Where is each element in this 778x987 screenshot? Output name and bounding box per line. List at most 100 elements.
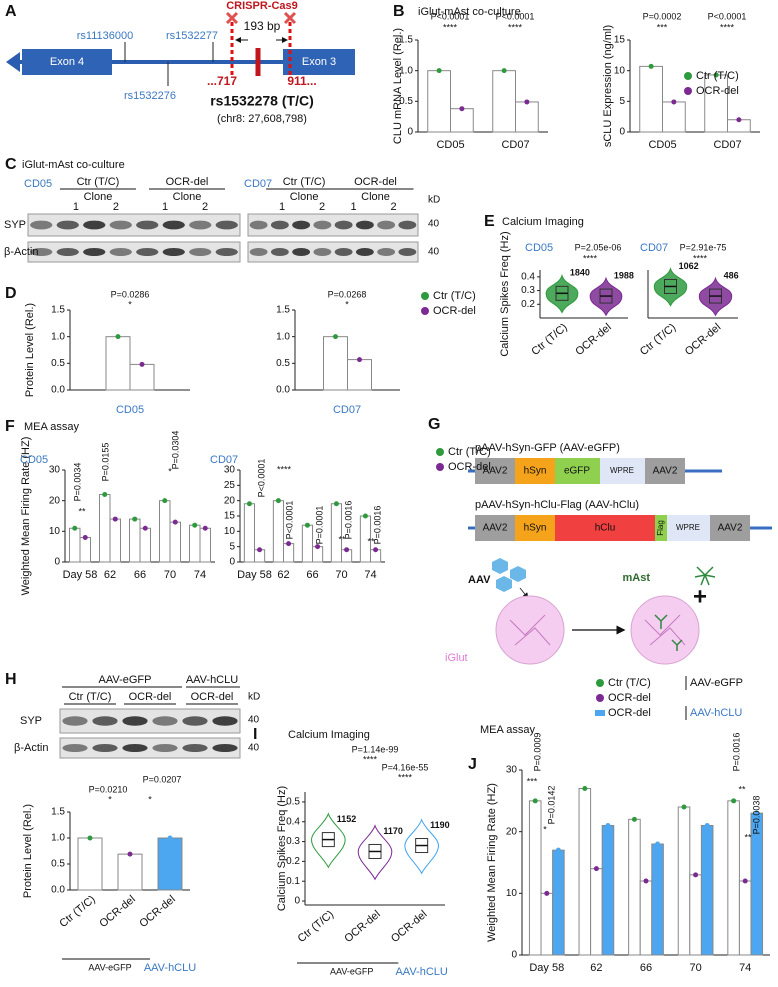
- blot-band: [109, 248, 132, 256]
- virus-icon: [492, 558, 508, 574]
- significance: P=0.0286: [111, 289, 150, 299]
- clone-number: 2: [202, 201, 208, 213]
- blot-band: [30, 220, 53, 230]
- bar: [283, 543, 295, 563]
- y-tick-label: 0: [54, 557, 60, 568]
- blot-band: [292, 220, 311, 230]
- bar: [651, 843, 664, 956]
- clone-number: 2: [319, 201, 325, 213]
- blot-band: [270, 220, 289, 230]
- y-axis-label: Calcium Spikes Freq (Hz): [499, 231, 511, 356]
- part-label: hSyn: [524, 523, 547, 534]
- legend-label: OCR-del: [696, 85, 739, 97]
- snp-label: rs1532276: [124, 90, 176, 102]
- y-axis-label: Protein Level (Rel.): [24, 303, 36, 397]
- legend-marker: [421, 307, 429, 315]
- virus-icon: [496, 576, 512, 592]
- data-dot: [344, 547, 350, 553]
- blot-band: [215, 248, 238, 256]
- significance: P<0.0001: [496, 11, 535, 21]
- gene-arrow: [6, 52, 20, 72]
- group-label: AAV-hCLU: [395, 966, 447, 978]
- significance: P=2.05e-06: [575, 242, 622, 252]
- data-dot: [72, 525, 78, 531]
- bar: [700, 825, 714, 956]
- significance: P=0.0210: [89, 784, 128, 794]
- bar: [272, 500, 285, 563]
- row-label: SYP: [4, 219, 26, 231]
- bar: [552, 849, 565, 956]
- vector-part: [555, 515, 655, 541]
- bar: [689, 874, 702, 956]
- cell-line: CD05: [24, 178, 52, 190]
- y-tick-label: 0: [511, 950, 517, 961]
- count-label: 486: [724, 270, 739, 280]
- blot-band: [313, 248, 332, 256]
- bar: [129, 518, 141, 563]
- blot-box: [247, 241, 419, 263]
- legend-marker: [684, 72, 692, 80]
- plus-sign: +: [693, 583, 707, 610]
- bar: [79, 536, 91, 563]
- chart-title: CD07: [210, 454, 238, 466]
- marker-label: 40: [248, 743, 260, 754]
- x-tick-label: OCR-del: [573, 321, 613, 358]
- neuron-icon: [509, 614, 551, 646]
- panel-label: H: [5, 671, 17, 688]
- condition-label: OCR-del: [166, 176, 209, 188]
- legend-group: AAV-hCLU: [690, 707, 742, 719]
- vector-part: [600, 458, 645, 484]
- blot-band: [212, 716, 238, 726]
- part-label: WPRE: [676, 523, 700, 532]
- clone-number: 1: [350, 201, 356, 213]
- blot-band: [162, 248, 185, 256]
- count-label: 1170: [383, 826, 403, 836]
- y-axis-label: Weighted Mean Firing Rate (HZ): [486, 783, 498, 942]
- y-tick-label: 30: [49, 465, 61, 476]
- y-tick-label: 0.4: [521, 271, 535, 282]
- marker-label: 40: [248, 715, 260, 726]
- significance: P=0.0002: [643, 11, 682, 21]
- data-dot: [162, 498, 168, 504]
- x-tick-label: CD07: [501, 139, 529, 151]
- part-label: AAV2: [653, 466, 678, 477]
- legend-group: AAV-eGFP: [690, 677, 743, 689]
- part-label: hClu: [595, 523, 616, 534]
- count-label: 1988: [614, 270, 634, 280]
- data-dot: [172, 519, 178, 525]
- legend-label: Ctr (T/C): [433, 290, 476, 302]
- data-dot: [139, 361, 145, 367]
- data-dot: [459, 106, 465, 112]
- panel-title: Calcium Imaging: [288, 729, 370, 741]
- bar: [157, 837, 183, 891]
- blot-band: [270, 248, 289, 256]
- vector-label: AAV-hCLU: [186, 674, 238, 686]
- panel-label: E: [484, 213, 495, 230]
- cut-position: 911...: [287, 74, 316, 88]
- data-dot: [693, 872, 699, 878]
- blot-band: [122, 744, 148, 752]
- y-tick-label: 10: [224, 526, 236, 537]
- group-label: AAV-eGFP: [88, 962, 131, 972]
- neuron-label: iGlut: [445, 652, 468, 664]
- blot-band: [136, 220, 159, 230]
- data-dot: [246, 501, 252, 507]
- vector-part: [475, 458, 515, 484]
- legend-marker: [595, 710, 605, 716]
- data-dot: [362, 513, 368, 519]
- bar: [169, 521, 181, 563]
- bar: [99, 494, 111, 563]
- row-label: SYP: [20, 715, 42, 727]
- blot-band: [212, 744, 238, 752]
- y-axis-label: CLU mRNA Level (Rel.): [392, 28, 404, 144]
- x-tick-label: Ctr (T/C): [529, 321, 569, 358]
- blot-band: [249, 248, 268, 256]
- data-dot: [582, 786, 588, 791]
- data-dot: [643, 878, 649, 884]
- blot-band: [249, 220, 268, 230]
- y-tick-label: 0.2: [521, 299, 535, 310]
- y-tick-label: 0: [407, 127, 413, 138]
- bar: [323, 336, 348, 391]
- exon-box: [22, 49, 112, 75]
- group-label: AAV-eGFP: [330, 966, 373, 976]
